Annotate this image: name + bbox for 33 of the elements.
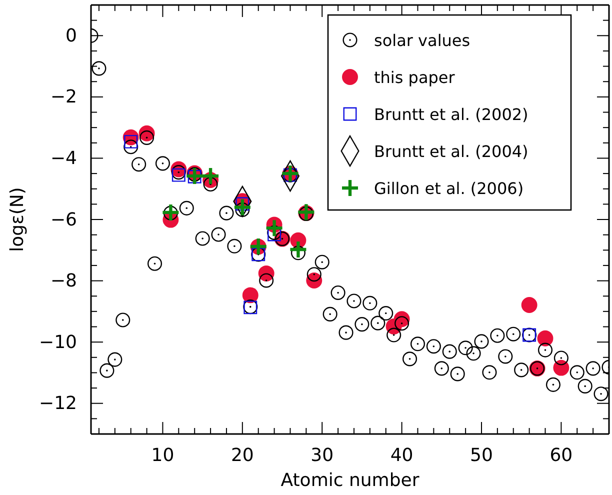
x-tick-label: 40 [390, 444, 414, 466]
y-tick-label: −10 [39, 332, 77, 353]
y-tick-label: −12 [39, 393, 77, 414]
x-tick-label: 60 [550, 444, 573, 466]
y-tick-label: 0 [66, 25, 77, 46]
legend-label: Bruntt et al. (2002) [374, 105, 528, 124]
point [172, 168, 186, 182]
legend-label: Gillon et al. (2006) [374, 179, 524, 198]
point [161, 202, 180, 222]
legend-label: this paper [374, 68, 456, 87]
x-tick-label: 30 [310, 444, 334, 466]
x-axis-title: Atomic number [280, 470, 420, 491]
point [200, 166, 220, 186]
point [185, 166, 204, 186]
point [553, 360, 570, 376]
y-tick-label: −2 [50, 86, 77, 108]
point [124, 134, 138, 148]
y-tick-label: −6 [50, 209, 77, 230]
legend-label: solar values [374, 31, 470, 50]
y-axis-title: logε(N) [7, 187, 28, 252]
point [264, 218, 284, 238]
legend-label: Bruntt et al. (2004) [374, 142, 528, 161]
x-tick-label: 50 [470, 444, 493, 466]
point [288, 240, 308, 260]
point [232, 198, 252, 217]
x-tick-label: 20 [230, 444, 254, 466]
point [188, 170, 202, 184]
x-tick-label: 10 [151, 444, 174, 466]
y-tick-label: −8 [50, 270, 77, 292]
y-tick-label: −4 [50, 148, 77, 169]
point [258, 265, 274, 282]
point [521, 297, 538, 313]
point [537, 330, 554, 346]
